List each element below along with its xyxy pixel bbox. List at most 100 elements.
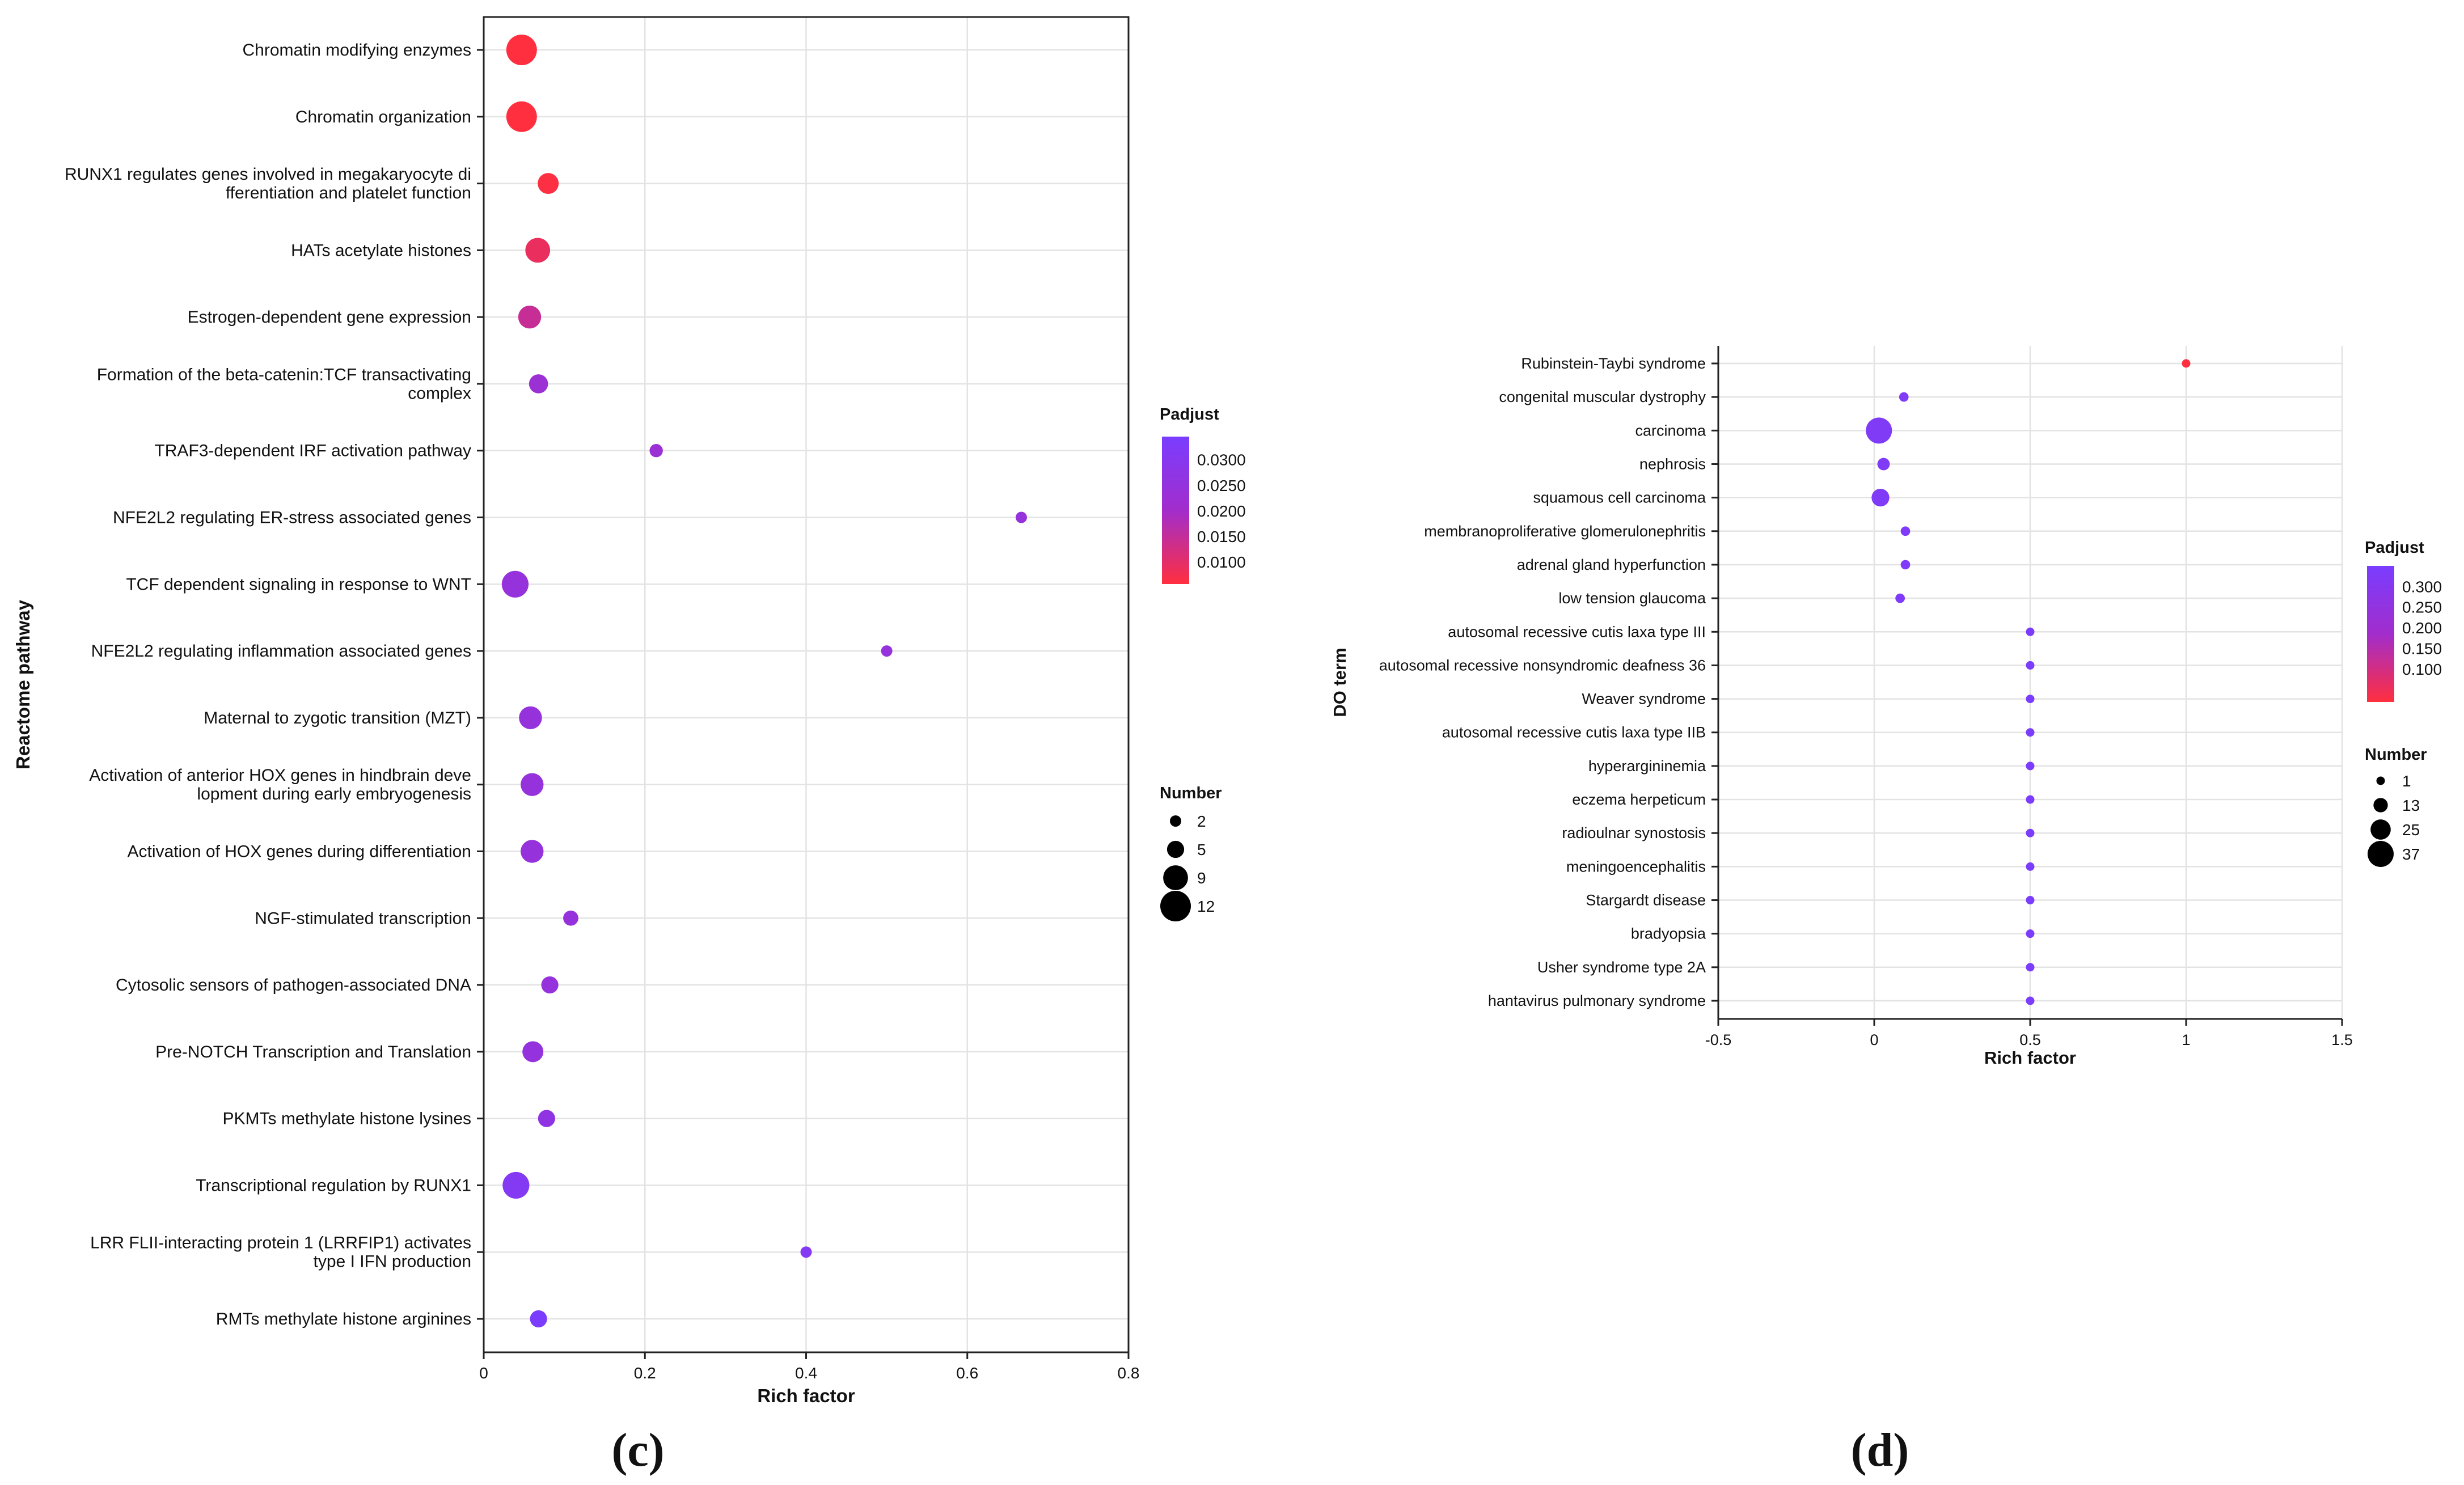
c-color-legend-title: Padjust [1160, 405, 1219, 424]
d-x-tick-label: 1 [2182, 1031, 2190, 1048]
panel-d-legend: Padjust 0.100 0.150 0.200 0.250 0.300 Number 1 1… [2365, 539, 2442, 867]
d-color-bar-tick-label: 0.150 [2402, 640, 2442, 657]
d-data-point [2026, 929, 2035, 938]
panel-d-do-chart: Rubinstein-Taybi syndrome congenital musc… [1330, 346, 2442, 1476]
d-category-label: Stargardt disease [1586, 892, 1706, 909]
d-color-legend-title: Padjust [2365, 539, 2424, 557]
c-category-label: Cytosolic sensors of pathogen-associated… [116, 976, 471, 995]
d-color-bar-tick-label: 0.300 [2402, 578, 2442, 595]
d-category-label: meningoencephalitis [1566, 858, 1706, 875]
c-data-point [502, 1171, 530, 1199]
d-size-legend-dot [2376, 776, 2385, 785]
d-data-point [2026, 627, 2035, 636]
d-color-bar [2367, 566, 2394, 702]
c-data-point [525, 238, 551, 263]
c-category-label: NFE2L2 regulating inflammation associate… [91, 642, 471, 661]
c-category-label: TCF dependent signaling in response to W… [126, 575, 471, 594]
c-data-point [541, 976, 559, 994]
d-size-legend-dot [2373, 798, 2388, 813]
d-color-bar-tick-label: 0.100 [2402, 661, 2442, 678]
panel-c-x-axis-title: Rich factor [757, 1385, 855, 1406]
d-category-label: hantavirus pulmonary syndrome [1488, 992, 1706, 1009]
c-category-label: NFE2L2 regulating ER-stress associated g… [113, 509, 471, 527]
panel-d-label: (d) [1851, 1424, 1909, 1476]
c-data-point [530, 1310, 547, 1328]
d-size-legend-dot [2370, 819, 2391, 840]
d-size-legend-label: 1 [2402, 772, 2411, 790]
d-category-label: autosomal recessive cutis laxa type III [1448, 623, 1706, 640]
c-size-legend-label: 9 [1197, 869, 1206, 887]
panel-d-x-ticks: -0.5 0 0.5 1 1.5 [1705, 1019, 2353, 1048]
d-color-bar-tick-label: 0.200 [2402, 619, 2442, 637]
d-category-label: membranoproliferative glomerulonephritis [1424, 523, 1706, 540]
c-color-bar-tick-label: 0.0300 [1197, 451, 1246, 469]
c-category-label: complex [408, 384, 471, 403]
c-data-point [563, 910, 578, 926]
panel-c-points [501, 35, 1027, 1328]
c-color-bar-tick-label: 0.0100 [1197, 553, 1246, 571]
c-x-tick-label: 0.8 [1118, 1364, 1140, 1382]
d-category-label: nephrosis [1639, 455, 1706, 472]
c-color-bar [1162, 437, 1189, 584]
c-category-label: Formation of the beta-catenin:TCF transa… [97, 365, 471, 384]
d-data-point [2026, 828, 2035, 837]
c-category-label: TRAF3-dependent IRF activation pathway [154, 442, 471, 460]
d-data-point [2026, 996, 2035, 1005]
panel-d-x-axis-title: Rich factor [1984, 1048, 2076, 1068]
c-color-bar-tick-label: 0.0250 [1197, 477, 1246, 494]
c-color-bar-tick-label: 0.0150 [1197, 528, 1246, 545]
c-category-label: Transcriptional regulation by RUNX1 [196, 1176, 471, 1195]
d-category-label: bradyopsia [1631, 925, 1706, 942]
c-data-point [519, 706, 542, 730]
c-x-tick-label: 0.4 [795, 1364, 817, 1382]
d-category-label: squamous cell carcinoma [1533, 489, 1706, 506]
d-data-point [2182, 359, 2191, 368]
d-category-label: eczema herpeticum [1572, 791, 1706, 808]
c-size-legend-dot [1163, 865, 1188, 890]
d-size-legend-dot [2368, 841, 2394, 867]
c-data-point [521, 773, 544, 796]
c-color-bar-tick-label: 0.0200 [1197, 502, 1246, 520]
d-category-label: autosomal recessive nonsyndromic deafnes… [1379, 657, 1706, 674]
c-x-tick-label: 0 [479, 1364, 488, 1382]
d-category-label: autosomal recessive cutis laxa type IIB [1442, 724, 1706, 741]
c-data-point [518, 305, 542, 329]
c-data-point [1015, 511, 1027, 523]
c-category-label: PKMTs methylate histone lysines [222, 1110, 471, 1128]
d-data-point [2026, 795, 2035, 804]
d-size-legend-label: 37 [2402, 845, 2420, 863]
panel-c-reactome-chart: Chromatin modifying enzymes Chromatin org… [12, 16, 1246, 1476]
panel-d-y-axis-title: DO term [1330, 648, 1350, 717]
c-category-label: lopment during early embryogenesis [197, 785, 471, 803]
c-category-label: type I IFN production [314, 1253, 471, 1271]
c-category-label: Maternal to zygotic transition (MZT) [204, 709, 471, 727]
d-x-tick-label: 1.5 [2331, 1031, 2353, 1048]
c-category-label: NGF-stimulated transcription [255, 909, 471, 928]
c-data-point [800, 1246, 812, 1258]
d-data-point [2026, 761, 2035, 771]
d-data-point [1866, 417, 1892, 444]
d-color-bar-tick-label: 0.250 [2402, 599, 2442, 616]
c-category-label: Chromatin organization [295, 108, 471, 126]
panel-d-category-labels: Rubinstein-Taybi syndrome congenital musc… [1379, 355, 1706, 1009]
d-x-tick-label: 0.5 [2019, 1031, 2041, 1048]
panel-d-gridlines [1717, 346, 2343, 1019]
d-data-point [2026, 695, 2035, 704]
d-data-point [2026, 896, 2035, 905]
d-x-tick-label: 0 [1870, 1031, 1878, 1048]
d-category-label: radioulnar synostosis [1562, 824, 1706, 841]
c-size-legend-label: 12 [1197, 898, 1215, 915]
panel-c-gridlines [483, 17, 1130, 1352]
d-category-label: carcinoma [1635, 422, 1706, 439]
c-size-legend-dot [1170, 815, 1181, 827]
d-size-legend-label: 13 [2402, 797, 2420, 814]
c-category-label: Chromatin modifying enzymes [243, 41, 472, 60]
d-category-label: Weaver syndrome [1582, 691, 1706, 708]
c-size-legend-dot [1160, 891, 1191, 921]
c-category-label: Pre-NOTCH Transcription and Translation [155, 1043, 471, 1061]
c-category-label: Activation of anterior HOX genes in hind… [89, 766, 471, 785]
d-data-point [2026, 963, 2035, 972]
c-category-label: Estrogen-dependent gene expression [188, 308, 471, 327]
d-x-tick-label: -0.5 [1705, 1031, 1732, 1048]
